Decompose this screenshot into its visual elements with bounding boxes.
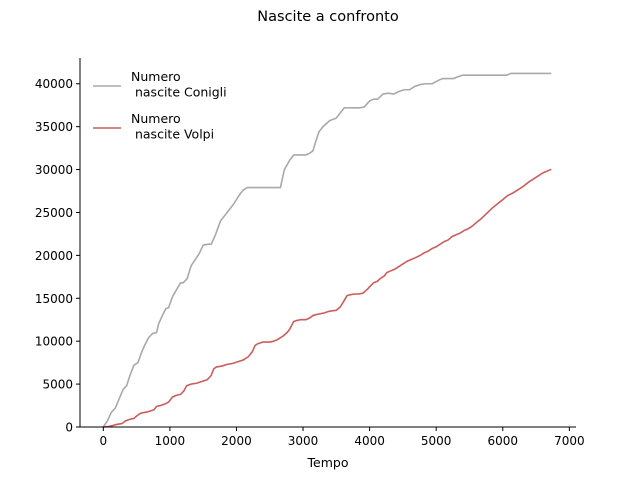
legend: Numero nascite Conigli Numero nascite Vol…	[93, 69, 227, 142]
y-tick-label: 0	[65, 421, 73, 435]
y-ticks: 0 5000 10000 15000 20000 25000 30000 35000 40000	[35, 77, 80, 435]
x-tick-label: 7000	[554, 434, 585, 448]
legend-label-1: Numero nascite Volpi	[131, 111, 214, 142]
x-tick-label: 3000	[288, 434, 319, 448]
x-tick-label: 5000	[421, 434, 452, 448]
x-tick-label: 1000	[155, 434, 186, 448]
plot-area: 0 1000 2000 3000 4000 5000 6000 7000 0 5000 10000…	[35, 58, 585, 448]
y-tick-label: 5000	[42, 378, 73, 392]
y-tick-label: 40000	[35, 77, 73, 91]
x-tick-label: 4000	[354, 434, 385, 448]
x-tick-label: 2000	[221, 434, 252, 448]
series-line-0	[102, 72, 552, 428]
x-axis-label: Tempo	[307, 455, 349, 470]
series-group	[102, 72, 552, 428]
x-tick-label: 0	[99, 434, 107, 448]
x-tick-label: 6000	[487, 434, 518, 448]
series-line-1	[102, 168, 552, 428]
y-tick-label: 30000	[35, 163, 73, 177]
legend-label-0: Numero nascite Conigli	[131, 69, 227, 100]
y-tick-label: 25000	[35, 206, 73, 220]
chart-title: Nascite a confronto	[257, 9, 399, 25]
y-tick-label: 35000	[35, 120, 73, 134]
x-ticks: 0 1000 2000 3000 4000 5000 6000 7000	[99, 427, 585, 448]
y-tick-label: 20000	[35, 249, 73, 263]
y-tick-label: 10000	[35, 335, 73, 349]
y-tick-label: 15000	[35, 292, 73, 306]
